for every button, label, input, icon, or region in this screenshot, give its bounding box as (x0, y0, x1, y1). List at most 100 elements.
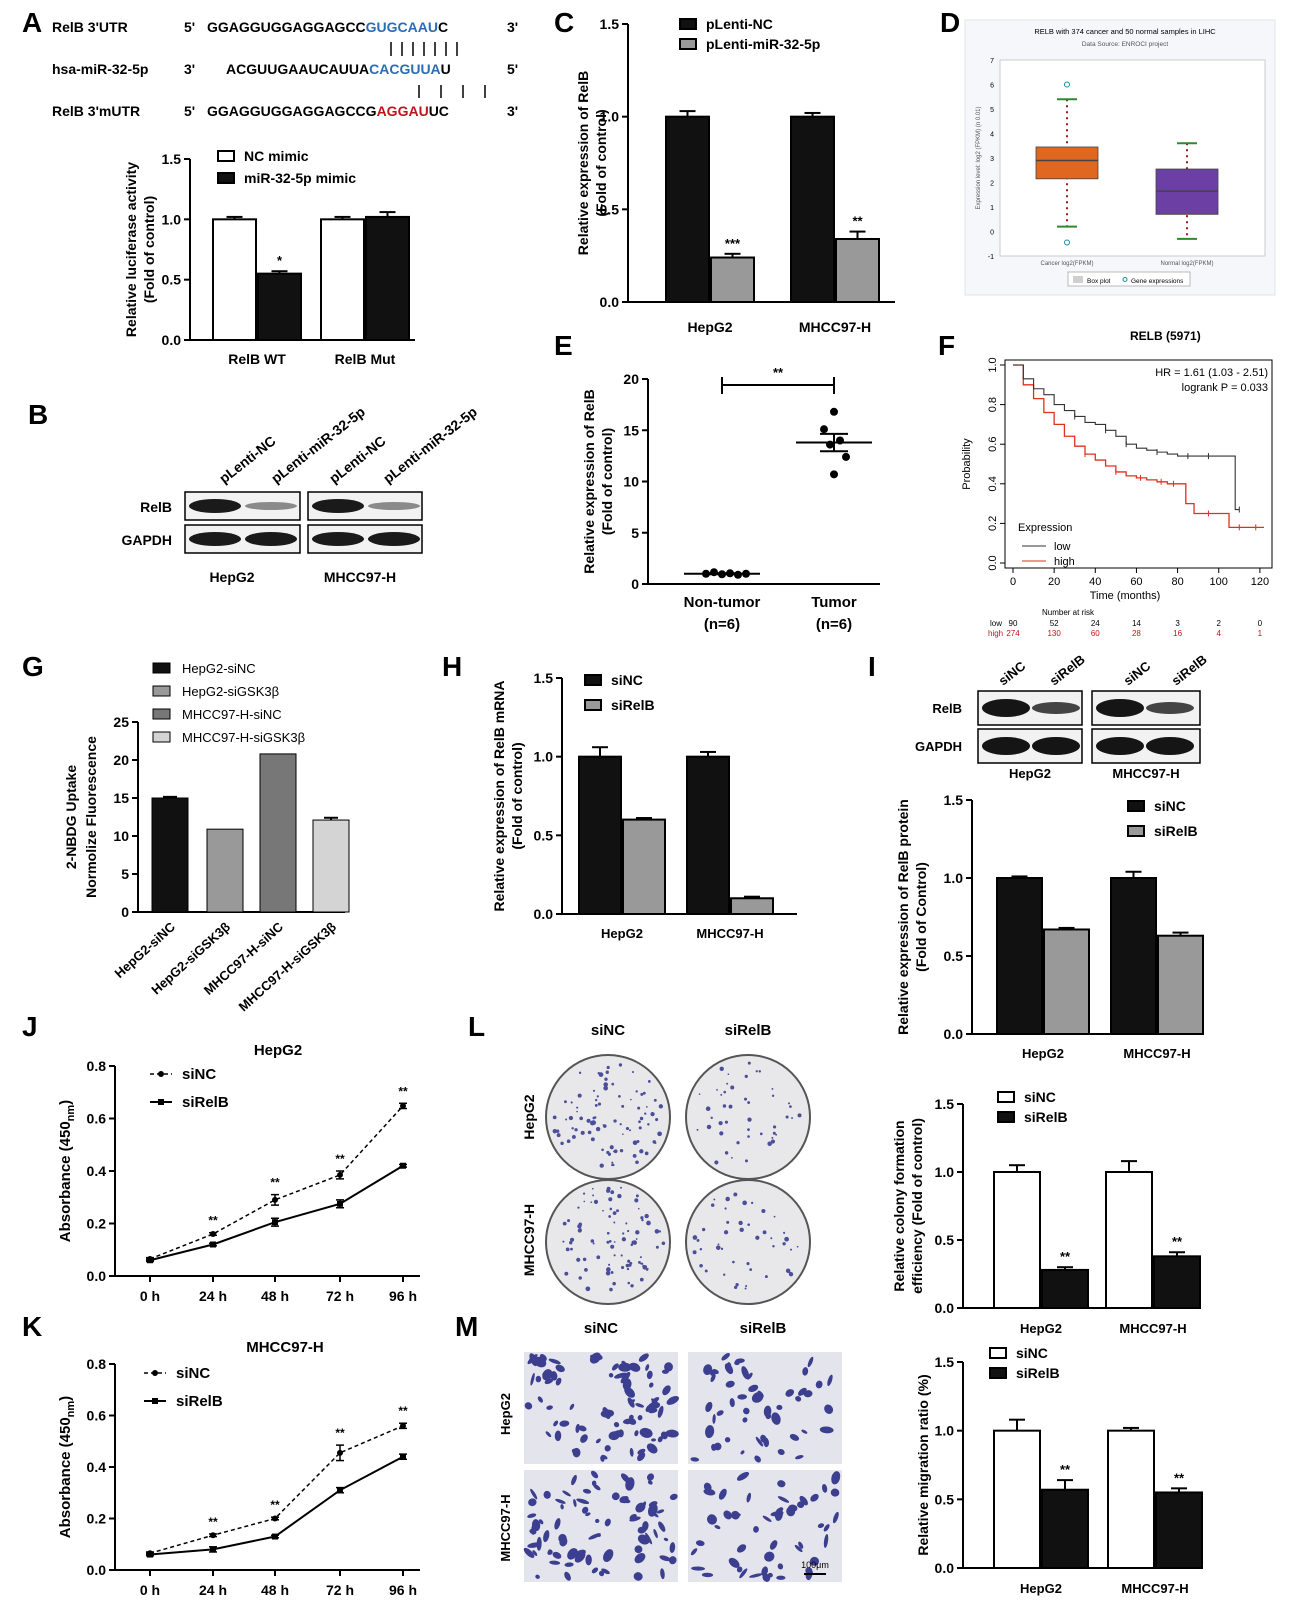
panelK-chart-ylabel-sub: nm (65, 1401, 77, 1418)
panelL-colony (592, 1089, 596, 1092)
panelF-risk-high: 4 (1217, 629, 1222, 638)
panelB-band (189, 499, 241, 513)
panelK-chart-significance: ** (398, 1404, 408, 1418)
panelL-colony (646, 1106, 648, 1108)
panelC-chart-ylabel2: (Fold of control) (593, 109, 609, 216)
panelI-row-label: GAPDH (915, 739, 962, 754)
panelL-colony (630, 1284, 634, 1288)
panelJ-chart-ylabel-main: Absorbance (450 (57, 1121, 74, 1242)
panel-letter: C (554, 7, 574, 38)
panelM-migrated-cell (656, 1509, 665, 1514)
panelF-y-tick-label: 0.2 (987, 516, 999, 531)
panelI-lane-label: siNC (996, 658, 1029, 688)
panelM-migrated-cell (657, 1405, 664, 1418)
panelL-colony (577, 1224, 582, 1229)
panelL-chart-category-label: HepG2 (1020, 1321, 1062, 1336)
panelL-chart-legend-swatch (997, 1091, 1015, 1103)
panelF-title: RELB (5971) (1130, 329, 1201, 343)
panelA-chart-y-tick-label: 1.0 (162, 211, 182, 227)
panelB-lane-label: pLenti-miR-32-5p (380, 403, 480, 486)
panelL-colony (657, 1131, 662, 1137)
panelM-chart-bar (993, 1429, 1041, 1569)
panelL-colony (658, 1230, 662, 1233)
panelM-migrated-cell (573, 1498, 577, 1508)
panelH-chart-category-label: HepG2 (601, 926, 643, 941)
panelM-migrated-cell (666, 1395, 679, 1405)
panel-letter: I (868, 651, 876, 682)
panelL-colony (556, 1133, 561, 1138)
panelM-migrated-cell (598, 1570, 605, 1577)
panelL-colony (570, 1247, 573, 1251)
panelM-migrated-cell (642, 1501, 647, 1507)
panelL-colony (767, 1141, 772, 1147)
panelM-migrated-cell (591, 1567, 599, 1574)
panelL-colony (730, 1156, 733, 1159)
panelM-col-label: siRelB (740, 1320, 787, 1337)
panelC-chart-bar (790, 115, 835, 303)
panelL-colony (613, 1221, 616, 1224)
panelL-colony (747, 1101, 751, 1104)
panelM-migration-image (524, 1470, 678, 1582)
panelE-y-tick-label: 15 (623, 422, 639, 438)
panelM-migrated-cell (695, 1540, 705, 1547)
panelM-migrated-cell (530, 1372, 535, 1386)
panelM-migrated-cell (712, 1413, 716, 1424)
panelL-colony (568, 1115, 574, 1121)
panelJ-chart-point (400, 1102, 406, 1109)
panelM-migrated-cell (590, 1354, 596, 1361)
panelL-chart-significance: ** (1060, 1249, 1071, 1264)
panelL-colony (582, 1257, 587, 1262)
panel-letter: B (28, 399, 48, 430)
panelL-colony (635, 1160, 639, 1165)
panelC-chart-significance: ** (852, 214, 863, 229)
panelL-colony (627, 1281, 631, 1285)
panelM-migrated-cell (714, 1525, 721, 1530)
panelG-bar (259, 753, 297, 913)
panelF-legend-label: high (1054, 556, 1075, 568)
panelG-legend-label: HepG2-siNC (182, 661, 256, 676)
panelF-risk-low: 24 (1091, 619, 1100, 628)
panelM-migrated-cell (691, 1566, 706, 1571)
panelL-colony (785, 1268, 791, 1274)
panelL-colony (725, 1196, 730, 1202)
panelM-migrated-cell (824, 1404, 834, 1414)
panelH-chart-legend-swatch (584, 674, 602, 686)
panelF-y-tick-label: 0.8 (987, 397, 999, 412)
seq-string: GGAGGUGGAGGAGCCGAGGAUUC (207, 103, 449, 119)
panelM-migrated-cell (653, 1528, 658, 1539)
panelL-colony (726, 1220, 730, 1224)
panelM-migrated-cell (809, 1556, 820, 1566)
panelL-colony (791, 1117, 794, 1119)
panelM-migrated-cell (622, 1418, 634, 1425)
panelK-chart-significance: ** (335, 1426, 345, 1440)
panelL-colony (630, 1098, 632, 1101)
panelA-chart-y-tick-label: 0.0 (162, 332, 182, 348)
panelL-colony (644, 1112, 647, 1115)
panelL-colony (747, 1117, 752, 1122)
panelM-migrated-cell (769, 1540, 778, 1550)
panelK-chart-point (400, 1453, 406, 1460)
panelM-migrated-cell (572, 1447, 581, 1458)
panelC-chart-bar (710, 256, 755, 303)
panelL-colony (591, 1187, 594, 1190)
panelL-colony (552, 1129, 558, 1134)
panelL-colony (706, 1124, 712, 1130)
panelD-y-tick-label: 0 (990, 230, 994, 237)
panelL-colony (739, 1227, 744, 1233)
panelK-chart-legend-marker (152, 1370, 158, 1376)
panelL-colony (635, 1230, 640, 1235)
panelM-migrated-cell (585, 1554, 592, 1566)
panelH-chart-bar (686, 755, 730, 916)
panelM-migrated-cell (815, 1380, 823, 1389)
panelF-risk-low: 2 (1217, 619, 1222, 628)
panelC-chart-ylabel: Relative expression of RelB (575, 71, 591, 255)
panelD-y-tick-label: -1 (988, 254, 994, 261)
panelL-colony (733, 1192, 738, 1197)
panelJ-chart-legend-label: siNC (182, 1066, 216, 1083)
panelM-migrated-cell (739, 1568, 748, 1579)
panelM-migrated-cell (637, 1415, 643, 1421)
panelE-ylabel2: (Fold of control) (599, 428, 615, 535)
panelM-migrated-cell (535, 1574, 540, 1579)
panelM-migrated-cell (668, 1556, 677, 1565)
panelL-chart-y-tick-label: 1.0 (935, 1164, 955, 1180)
